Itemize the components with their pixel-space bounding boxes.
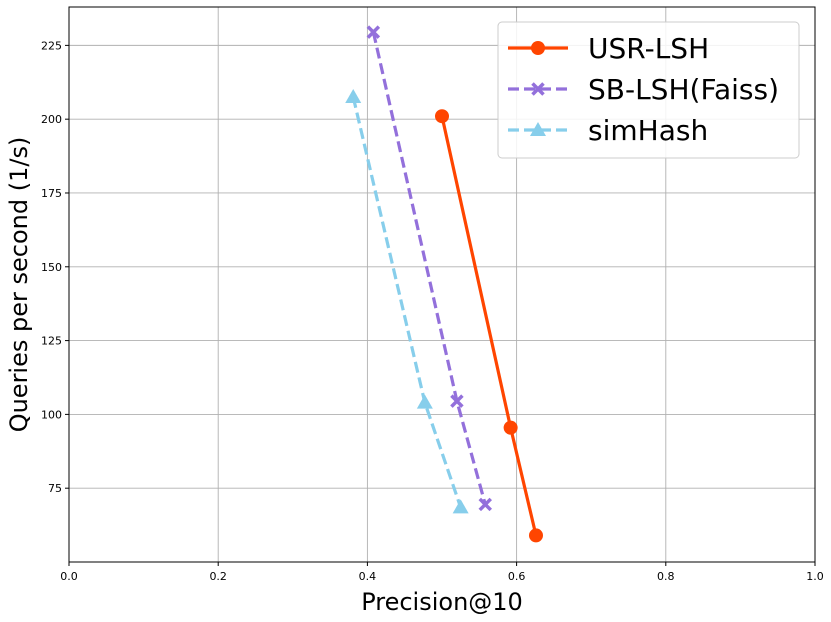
series-line	[351, 96, 463, 508]
data-point	[345, 89, 362, 104]
legend-label: SB-LSH(Faiss)	[588, 73, 779, 106]
data-point	[366, 25, 381, 39]
y-tick-label: 175	[41, 187, 62, 200]
data-point	[435, 109, 449, 124]
x-tick-label: 0.0	[60, 570, 78, 583]
y-tick-label: 125	[41, 335, 62, 348]
legend-label: USR-LSH	[588, 32, 709, 65]
data-point	[528, 528, 543, 543]
y-tick-label: 75	[48, 482, 62, 495]
legend: USR-LSH SB-LSH(Faiss) simHash	[497, 21, 800, 159]
legend-marker	[531, 41, 545, 55]
plot-frame	[68, 6, 816, 563]
x-tick-label: 1.0	[806, 570, 824, 583]
legend-marker	[531, 82, 545, 96]
y-axis-title: Queries per second (1/s)	[5, 137, 33, 433]
data-point	[478, 497, 493, 512]
legend-marker	[530, 122, 546, 136]
x-tick-label: 0.2	[209, 570, 227, 583]
y-tick-label: 225	[41, 39, 62, 52]
legend-entry: SB-LSH(Faiss)	[508, 73, 779, 106]
ticks: 0.0 0.2 0.4 0.6 0.8 1.0 75 100 125 150 175 200 225	[41, 39, 824, 583]
data-point	[450, 394, 464, 408]
legend-entry: simHash	[508, 114, 708, 147]
series-triangle	[345, 89, 469, 514]
series-line	[371, 31, 487, 505]
legend-box	[497, 21, 800, 159]
data-point	[503, 420, 518, 435]
data-point	[452, 499, 469, 514]
x-tick-label: 0.8	[657, 570, 675, 583]
y-tick-label: 200	[41, 113, 62, 126]
y-tick-label: 100	[41, 408, 62, 421]
y-tick-label: 150	[41, 261, 62, 274]
data-point	[416, 394, 433, 409]
series-circle	[435, 109, 543, 543]
x-axis-title: Precision@10	[361, 588, 523, 616]
series-line	[440, 115, 538, 536]
legend-label: simHash	[588, 114, 708, 147]
x-tick-label: 0.4	[359, 570, 377, 583]
series-layer	[345, 25, 543, 543]
legend-entry: USR-LSH	[508, 32, 709, 65]
series-x	[366, 25, 493, 512]
x-tick-label: 0.6	[508, 570, 526, 583]
